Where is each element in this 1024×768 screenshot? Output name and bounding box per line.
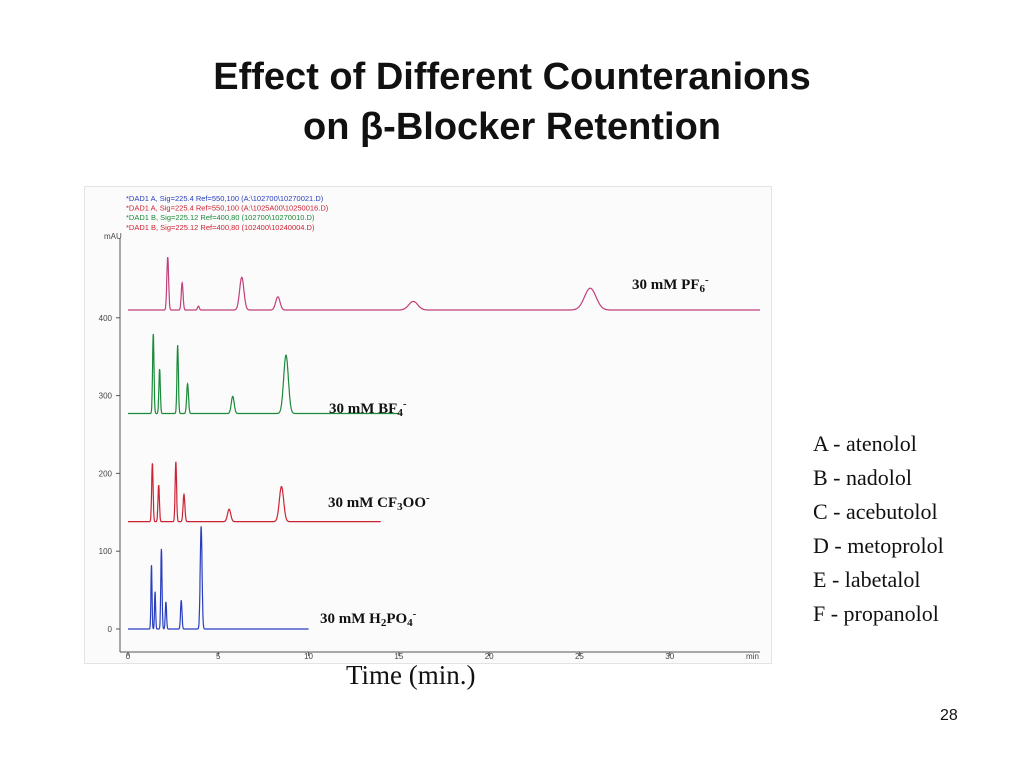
y-axis-unit-label: mAU <box>104 232 122 241</box>
legend-item: A - atenolol <box>813 431 917 456</box>
y-tick-label: 100 <box>99 547 113 556</box>
x-tick-label: 25 <box>575 652 584 661</box>
legend-item: B - nadolol <box>813 465 912 490</box>
label-text: 30 mM PF <box>632 277 700 293</box>
label-subscript: 3 <box>397 501 403 513</box>
instrument-header-line: *DAD1 B, Sig=225.12 Ref=400,80 (102400\1… <box>126 223 315 232</box>
legend-item: E - labetalol <box>813 567 921 592</box>
label-text: 30 mM BF <box>329 401 398 417</box>
series-label-pf6: 30 mM PF6- <box>632 274 709 295</box>
instrument-header-line: *DAD1 A, Sig=225.4 Ref=550,100 (A:\1025A… <box>126 204 329 213</box>
x-tick-label: 15 <box>394 652 403 661</box>
slide-title-line1: Effect of Different Counteranions <box>213 56 811 98</box>
label-superscript: - <box>402 398 407 410</box>
x-tick-label: 5 <box>216 652 221 661</box>
trace-line-0 <box>128 256 760 311</box>
trace-line-2 <box>128 461 381 523</box>
series-label-bf4: 30 mM BF4- <box>329 398 407 419</box>
slide-number: 28 <box>940 707 958 724</box>
y-tick-label: 300 <box>99 392 113 401</box>
y-tick-label: 200 <box>99 469 113 478</box>
label-subscript: 4 <box>407 617 413 629</box>
slide-title-line2: on β-Blocker Retention <box>303 106 721 148</box>
x-axis-unit-label: min <box>746 652 759 661</box>
legend-item: C - acebutolol <box>813 499 938 524</box>
x-tick-label: 20 <box>485 652 494 661</box>
label-text: 30 mM H <box>320 611 381 627</box>
series-label-h2po4: 30 mM H2PO4- <box>320 608 416 629</box>
x-tick-label: 0 <box>126 652 131 661</box>
label-superscript: - <box>426 492 430 504</box>
label-superscript: - <box>704 274 709 286</box>
legend-item: F - propanolol <box>813 601 939 626</box>
y-tick-label: 400 <box>99 314 113 323</box>
legend-item: D - metoprolol <box>813 533 944 558</box>
x-tick-label: 10 <box>304 652 313 661</box>
instrument-header-line: *DAD1 B, Sig=225.12 Ref=400,80 (102700\1… <box>126 213 315 222</box>
instrument-header-line: *DAD1 A, Sig=225.4 Ref=550,100 (A:\10270… <box>126 194 324 203</box>
label-superscript: - <box>412 608 417 620</box>
y-tick-label: 0 <box>108 625 113 634</box>
label-text: PO <box>386 611 408 627</box>
label-subscript: 6 <box>699 283 705 295</box>
label-text: OO <box>402 495 426 511</box>
slide-title: Effect of Different Counteranions on β-B… <box>0 52 1024 152</box>
trace-line-3 <box>128 526 309 630</box>
analyte-legend: A - atenolol B - nadolol C - acebutolol … <box>813 427 944 631</box>
label-text: 30 mM CF <box>328 495 398 511</box>
x-axis-label: Time (min.) <box>346 660 476 690</box>
series-label-cf3oo: 30 mM CF3OO- <box>328 492 430 513</box>
trace-line-1 <box>128 334 399 415</box>
label-subscript: 2 <box>380 617 387 629</box>
chromatogram-scan <box>84 186 772 664</box>
label-subscript: 4 <box>397 407 403 419</box>
x-tick-label: 30 <box>665 652 674 661</box>
